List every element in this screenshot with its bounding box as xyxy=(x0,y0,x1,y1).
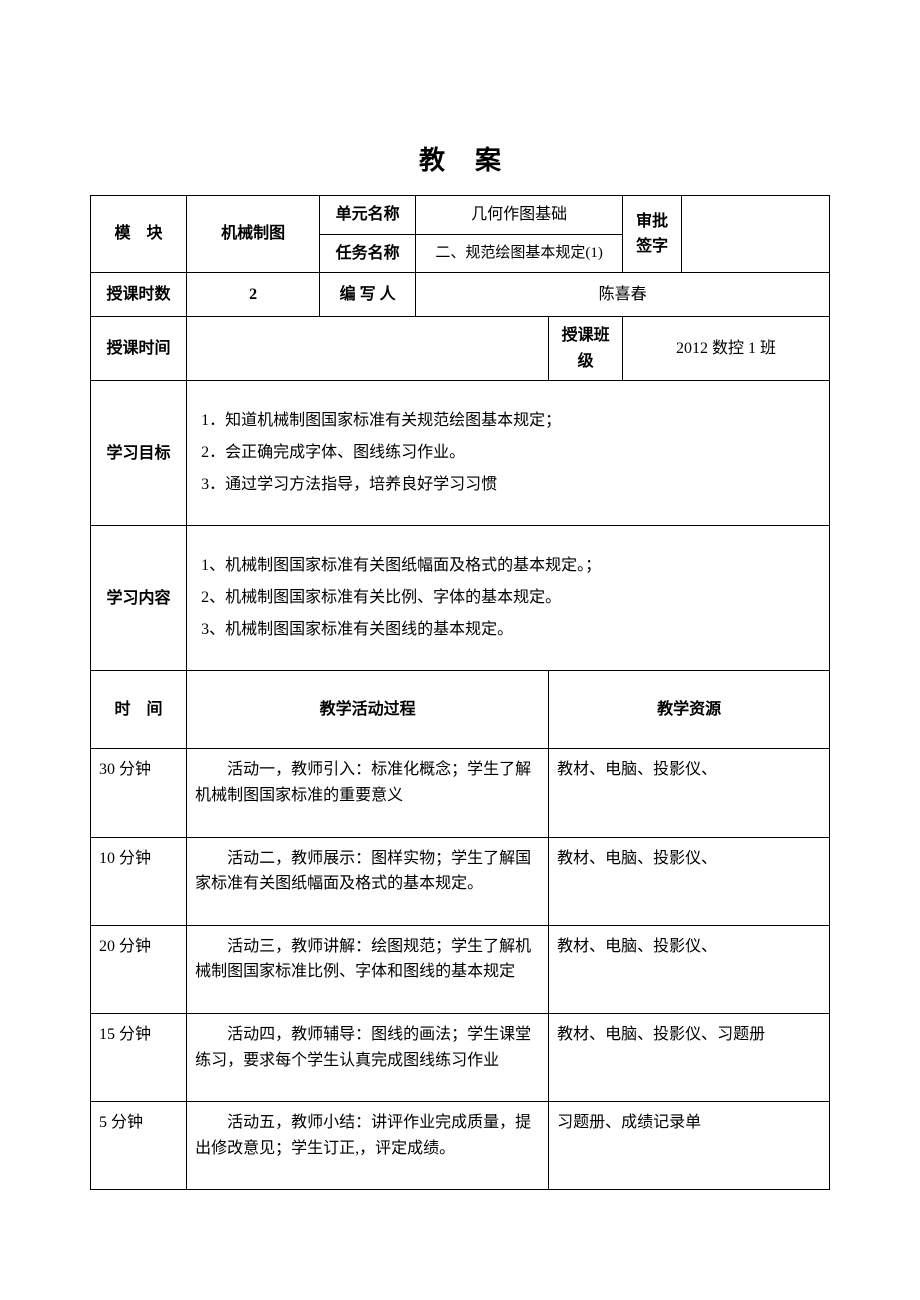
activity-time: 5 分钟 xyxy=(91,1102,187,1190)
activity-desc: 活动三，教师讲解：绘图规范；学生了解机械制图国家标准比例、字体和图线的基本规定 xyxy=(187,925,549,1013)
class-label: 授课班级 xyxy=(549,317,623,381)
activity-time: 20 分钟 xyxy=(91,925,187,1013)
teach-time-value xyxy=(187,317,549,381)
content-body: 1、机械制图国家标准有关图纸幅面及格式的基本规定。； 2、机械制图国家标准有关比… xyxy=(187,526,830,671)
hours-value: 2 xyxy=(187,273,320,317)
activity-time: 15 分钟 xyxy=(91,1013,187,1101)
class-value: 2012 数控 1 班 xyxy=(623,317,830,381)
content-line: 3、机械制图国家标准有关图线的基本规定。 xyxy=(201,614,819,646)
activity-desc: 活动一，教师引入：标准化概念；学生了解机械制图国家标准的重要意义 xyxy=(187,749,549,837)
activity-resource: 教材、电脑、投影仪、 xyxy=(549,837,830,925)
objective-line: 1．知道机械制图国家标准有关规范绘图基本规定； xyxy=(201,405,819,437)
unit-label: 单元名称 xyxy=(320,196,416,235)
resource-header: 教学资源 xyxy=(549,671,830,749)
activity-desc: 活动四，教师辅导：图线的画法；学生课堂练习，要求每个学生认真完成图线练习作业 xyxy=(187,1013,549,1101)
task-value: 二、规范绘图基本规定(1) xyxy=(416,234,623,273)
content-line: 1、机械制图国家标准有关图纸幅面及格式的基本规定。； xyxy=(201,550,819,582)
approval-label: 审批签字 xyxy=(623,196,682,273)
content-label: 学习内容 xyxy=(91,526,187,671)
activity-desc: 活动二，教师展示：图样实物；学生了解国家标准有关图纸幅面及格式的基本规定。 xyxy=(187,837,549,925)
objectives-content: 1．知道机械制图国家标准有关规范绘图基本规定； 2．会正确完成字体、图线练习作业… xyxy=(187,381,830,526)
objectives-label: 学习目标 xyxy=(91,381,187,526)
writer-value: 陈喜春 xyxy=(416,273,830,317)
activity-desc: 活动五，教师小结：讲评作业完成质量，提出修改意见；学生订正,，评定成绩。 xyxy=(187,1102,549,1190)
activity-time: 10 分钟 xyxy=(91,837,187,925)
activity-time: 30 分钟 xyxy=(91,749,187,837)
table-row: 15 分钟 活动四，教师辅导：图线的画法；学生课堂练习，要求每个学生认真完成图线… xyxy=(91,1013,830,1101)
table-row: 30 分钟 活动一，教师引入：标准化概念；学生了解机械制图国家标准的重要意义 教… xyxy=(91,749,830,837)
time-header: 时 间 xyxy=(91,671,187,749)
activity-header: 教学活动过程 xyxy=(187,671,549,749)
page-title: 教案 xyxy=(90,140,830,177)
table-row: 10 分钟 活动二，教师展示：图样实物；学生了解国家标准有关图纸幅面及格式的基本… xyxy=(91,837,830,925)
writer-label: 编 写 人 xyxy=(320,273,416,317)
teach-time-label: 授课时间 xyxy=(91,317,187,381)
module-value: 机械制图 xyxy=(187,196,320,273)
approval-value xyxy=(682,196,830,273)
activity-resource: 习题册、成绩记录单 xyxy=(549,1102,830,1190)
lesson-plan-table: 模 块 机械制图 单元名称 几何作图基础 审批签字 任务名称 二、规范绘图基本规… xyxy=(90,195,830,1190)
hours-label: 授课时数 xyxy=(91,273,187,317)
unit-value: 几何作图基础 xyxy=(416,196,623,235)
content-line: 2、机械制图国家标准有关比例、字体的基本规定。 xyxy=(201,582,819,614)
activity-resource: 教材、电脑、投影仪、 xyxy=(549,749,830,837)
activity-resource: 教材、电脑、投影仪、习题册 xyxy=(549,1013,830,1101)
objective-line: 3．通过学习方法指导，培养良好学习习惯 xyxy=(201,469,819,501)
table-row: 20 分钟 活动三，教师讲解：绘图规范；学生了解机械制图国家标准比例、字体和图线… xyxy=(91,925,830,1013)
objective-line: 2．会正确完成字体、图线练习作业。 xyxy=(201,437,819,469)
activity-resource: 教材、电脑、投影仪、 xyxy=(549,925,830,1013)
task-label: 任务名称 xyxy=(320,234,416,273)
table-row: 5 分钟 活动五，教师小结：讲评作业完成质量，提出修改意见；学生订正,，评定成绩… xyxy=(91,1102,830,1190)
module-label: 模 块 xyxy=(91,196,187,273)
